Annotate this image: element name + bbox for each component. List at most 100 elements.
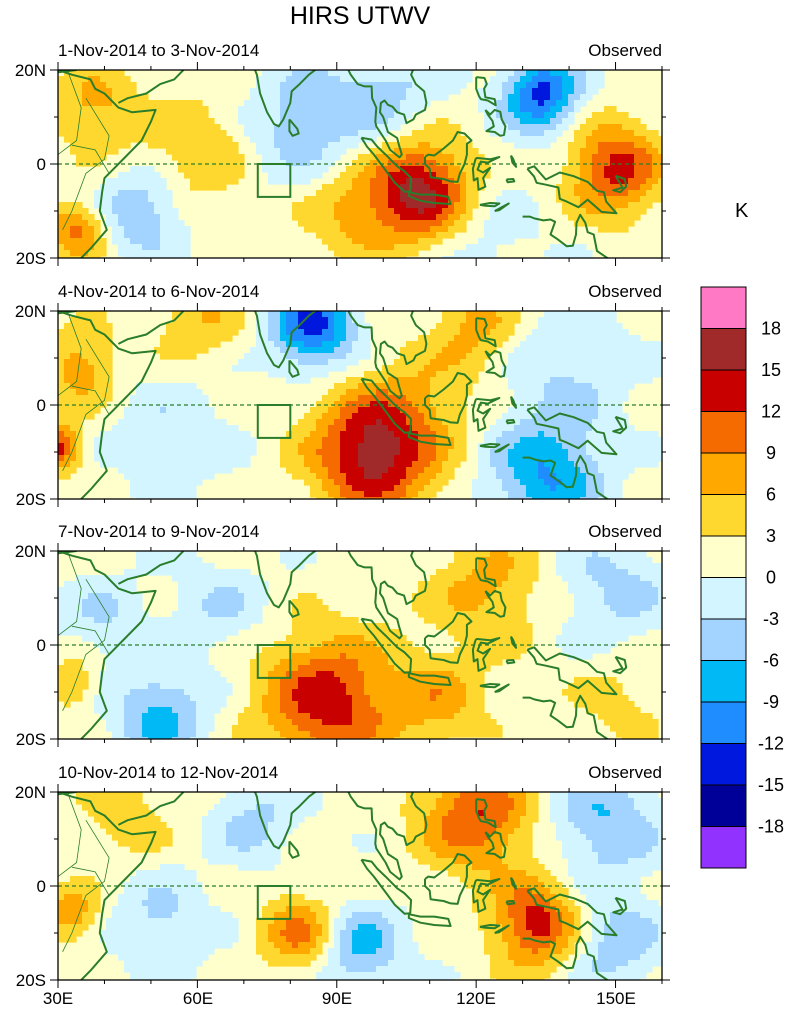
contour-cell xyxy=(622,437,629,444)
contour-cell xyxy=(436,395,443,402)
contour-cell xyxy=(400,106,407,113)
contour-cell xyxy=(310,551,317,558)
contour-cell xyxy=(220,166,227,173)
contour-cell xyxy=(406,365,413,372)
contour-cell xyxy=(508,82,515,89)
contour-cell xyxy=(400,184,407,191)
contour-cell xyxy=(178,250,185,257)
contour-cell xyxy=(340,335,347,342)
contour-cell xyxy=(334,154,341,161)
contour-cell xyxy=(376,377,383,384)
contour-cell xyxy=(430,148,437,155)
contour-cell xyxy=(592,449,599,456)
contour-cell xyxy=(640,563,647,570)
contour-cell xyxy=(358,112,365,119)
contour-cell xyxy=(100,353,107,360)
contour-cell xyxy=(616,329,623,336)
contour-cell xyxy=(94,202,101,209)
contour-cell xyxy=(478,323,485,330)
contour-cell xyxy=(604,563,611,570)
contour-cell xyxy=(520,587,527,594)
contour-cell xyxy=(592,461,599,468)
contour-cell xyxy=(268,76,275,83)
contour-cell xyxy=(100,100,107,107)
contour-cell xyxy=(202,449,209,456)
contour-cell xyxy=(226,569,233,576)
contour-cell xyxy=(352,413,359,420)
contour-cell xyxy=(556,467,563,474)
contour-cell xyxy=(358,166,365,173)
contour-cell xyxy=(454,323,461,330)
contour-cell xyxy=(484,82,491,89)
contour-cell xyxy=(334,226,341,233)
contour-cell xyxy=(136,563,143,570)
contour-cell xyxy=(304,323,311,330)
contour-cell xyxy=(292,317,299,324)
contour-cell xyxy=(526,112,533,119)
contour-cell xyxy=(574,413,581,420)
contour-cell xyxy=(526,557,533,564)
contour-cell xyxy=(514,94,521,101)
contour-cell xyxy=(418,76,425,83)
contour-cell xyxy=(298,172,305,179)
contour-cell xyxy=(388,208,395,215)
contour-cell xyxy=(130,244,137,251)
contour-cell xyxy=(310,76,317,83)
contour-cell xyxy=(562,112,569,119)
contour-cell xyxy=(208,449,215,456)
contour-cell xyxy=(190,323,197,330)
contour-cell xyxy=(616,335,623,342)
contour-cell xyxy=(484,311,491,318)
contour-cell xyxy=(586,365,593,372)
contour-cell xyxy=(418,172,425,179)
contour-cell xyxy=(64,449,71,456)
contour-cell xyxy=(556,413,563,420)
contour-cell xyxy=(424,190,431,197)
contour-cell xyxy=(484,347,491,354)
contour-cell xyxy=(556,76,563,83)
contour-cell xyxy=(142,563,149,570)
contour-cell xyxy=(634,166,641,173)
contour-cell xyxy=(592,196,599,203)
contour-cell xyxy=(646,575,653,582)
contour-cell xyxy=(370,449,377,456)
contour-cell xyxy=(172,491,179,498)
contour-cell xyxy=(406,395,413,402)
contour-cell xyxy=(292,118,299,125)
contour-cell xyxy=(622,142,629,149)
contour-cell xyxy=(496,202,503,209)
contour-cell xyxy=(508,479,515,486)
contour-cell xyxy=(352,184,359,191)
contour-cell xyxy=(514,575,521,582)
contour-cell xyxy=(112,220,119,227)
contour-cell xyxy=(526,413,533,420)
contour-cell xyxy=(352,112,359,119)
contour-cell xyxy=(112,184,119,191)
contour-cell xyxy=(298,208,305,215)
contour-cell xyxy=(520,557,527,564)
contour-cell xyxy=(532,467,539,474)
contour-cell xyxy=(160,467,167,474)
contour-cell xyxy=(412,148,419,155)
contour-cell xyxy=(448,76,455,83)
contour-cell xyxy=(556,70,563,77)
contour-cell xyxy=(214,172,221,179)
contour-cell xyxy=(646,148,653,155)
contour-cell xyxy=(622,431,629,438)
contour-cell xyxy=(610,359,617,366)
contour-cell xyxy=(136,220,143,227)
contour-cell xyxy=(142,208,149,215)
contour-cell xyxy=(586,160,593,167)
contour-cell xyxy=(58,449,65,456)
contour-cell xyxy=(178,449,185,456)
contour-cell xyxy=(430,425,437,432)
contour-cell xyxy=(382,238,389,245)
contour-cell xyxy=(454,581,461,588)
contour-cell xyxy=(514,232,521,239)
contour-cell xyxy=(394,425,401,432)
contour-cell xyxy=(70,581,77,588)
contour-cell xyxy=(322,401,329,408)
contour-cell xyxy=(268,371,275,378)
contour-cell xyxy=(406,383,413,390)
contour-cell xyxy=(382,88,389,95)
